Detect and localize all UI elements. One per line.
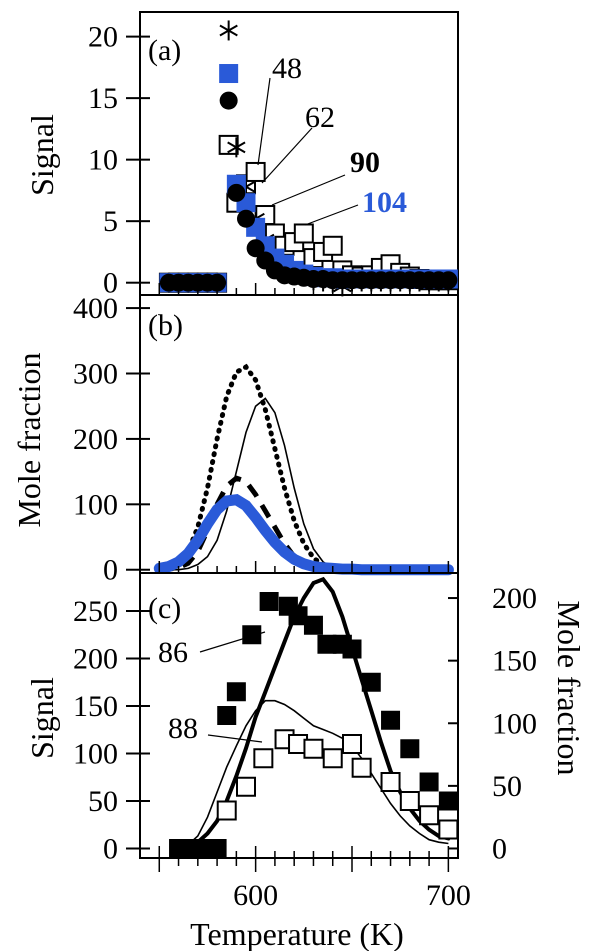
panel-c-filled-square-point	[242, 625, 262, 645]
panel-c-open-square-point	[342, 734, 362, 754]
panel-b-y-tick-label: 200	[73, 423, 118, 456]
panel-c-open-square-point	[236, 776, 256, 797]
panel-b-y-tick-label: 100	[73, 488, 118, 521]
panel-c-y-tick-label: 250	[73, 595, 118, 628]
annotation-104: 104	[362, 186, 407, 219]
panel-b: (b) Mole fraction 0 100 200 300 400	[11, 292, 459, 587]
panel-a-y-tick-label: 0	[103, 267, 118, 300]
panel-a-annotations: 48 62 90 104	[257, 52, 407, 226]
panel-c-label: (c)	[148, 592, 181, 625]
panel-a-filled-square-point	[219, 64, 239, 84]
panel-c-filled-square-point	[226, 682, 246, 702]
panel-c-ylabel: Signal	[24, 677, 60, 759]
leader-86	[199, 631, 266, 653]
panel-c-open-square-point	[380, 772, 401, 792]
panel-c-open-square-point	[438, 819, 459, 840]
panel-c-filled-square-point	[400, 739, 420, 759]
panel-a-asterisk-point	[227, 137, 246, 158]
panel-c-filled-square-point	[342, 639, 362, 659]
panel-a-filled-circle-point	[219, 91, 238, 110]
panel-a-filled-circle-point	[227, 183, 246, 202]
panel-a-filled-circle-point	[246, 239, 265, 258]
panel-b-y-tick-label: 400	[73, 292, 118, 325]
panel-c-open-square-point	[216, 800, 237, 821]
panel-a: (a) Signal 0 5 10 15 20 48 62 90 104	[24, 11, 459, 300]
leader-104	[304, 204, 359, 226]
x-tick-label: 600	[233, 879, 278, 912]
annotation-62: 62	[305, 101, 335, 134]
panel-c-y2-tick-label: 50	[492, 770, 522, 803]
annotation-88: 88	[168, 712, 198, 745]
panel-c-open-square-point	[253, 748, 274, 769]
panel-b-solid-thick-line	[153, 493, 454, 576]
panel-a-y-tick-label: 15	[88, 82, 118, 115]
x-axis: 600 700 Temperature (K)	[158, 283, 471, 951]
panel-c-open-square-point	[399, 791, 420, 811]
panel-c-y-tick-label: 200	[73, 643, 118, 676]
panel-c-filled-square-point	[438, 791, 458, 811]
panel-c-filled-square-point	[217, 706, 237, 725]
panel-c-filled-square-point	[361, 672, 381, 692]
panel-c-annotations: 86 88	[158, 631, 266, 745]
panel-a-filled-circle-point	[439, 271, 458, 290]
panel-b-lines	[153, 363, 454, 576]
panel-c-open-square-point	[419, 805, 440, 826]
panel-c-filled-square-point	[303, 615, 323, 635]
panel-a-y-tick-label: 5	[103, 205, 118, 238]
panel-c-y-tick-label: 0	[103, 833, 118, 866]
panel-c: (c) Signal Mole fraction 0 50 100 150 200 250…	[24, 572, 587, 866]
panel-a-filled-circle-point	[208, 273, 227, 292]
leader-48	[257, 77, 271, 166]
panel-c-open-square-point	[351, 757, 372, 778]
panel-c-y-tick-label: 100	[73, 738, 118, 771]
panel-b-y-ticks: 0 100 200 300 400	[73, 292, 150, 587]
panel-a-y-tick-label: 10	[88, 144, 118, 177]
panel-a-open-square-point	[245, 161, 266, 182]
panel-b-y-tick-label: 300	[73, 357, 118, 390]
panel-c-y2-tick-label: 0	[492, 832, 507, 865]
panel-c-y-ticks: 0 50 100 150 200 250	[73, 595, 150, 866]
panel-c-filled-square-point	[259, 592, 279, 611]
leader-90	[271, 174, 346, 206]
panel-c-marks	[169, 592, 459, 858]
x-tick-label: 700	[426, 879, 471, 912]
panel-a-open-square-point	[322, 235, 343, 256]
panel-a-filled-circle-point	[237, 209, 255, 228]
panel-c-filled-square-point	[419, 772, 439, 792]
panel-b-label: (b)	[148, 309, 183, 342]
x-ticks: 600 700	[158, 283, 471, 912]
panel-c-y2-tick-label: 100	[492, 707, 537, 740]
panel-c-filled-square-point	[381, 710, 401, 730]
panel-c-solid-thin-line	[178, 699, 449, 850]
panel-c-frame	[139, 572, 459, 859]
panel-c-y2-tick-label: 200	[492, 582, 537, 615]
panel-a-label: (a)	[148, 34, 181, 67]
x-axis-label: Temperature (K)	[190, 916, 404, 951]
panel-b-y-tick-label: 0	[103, 554, 118, 587]
leader-88	[207, 734, 263, 743]
panel-a-marks	[158, 20, 459, 297]
annotation-90: 90	[350, 146, 380, 179]
panel-c-open-square-point	[303, 738, 324, 759]
panel-c-open-square-point	[322, 748, 343, 769]
panel-a-y-ticks: 0 5 10 15 20	[88, 21, 150, 300]
panel-c-y-tick-label: 150	[73, 690, 118, 723]
panel-b-ylabel: Mole fraction	[11, 352, 47, 527]
leader-62	[261, 127, 313, 184]
panel-c-y2-tick-label: 150	[492, 645, 537, 678]
panel-a-asterisk-point	[219, 20, 238, 41]
panel-a-y-tick-label: 20	[88, 21, 118, 54]
panel-c-y2-ticks: 0 50 100 150 200	[448, 582, 537, 865]
panel-c-y-tick-label: 50	[88, 785, 118, 818]
annotation-86: 86	[158, 636, 188, 669]
panel-c-y2label: Mole fraction	[551, 600, 587, 775]
annotation-48: 48	[272, 52, 302, 85]
panel-a-open-square-point	[293, 223, 314, 244]
panel-a-ylabel: Signal	[24, 114, 60, 196]
